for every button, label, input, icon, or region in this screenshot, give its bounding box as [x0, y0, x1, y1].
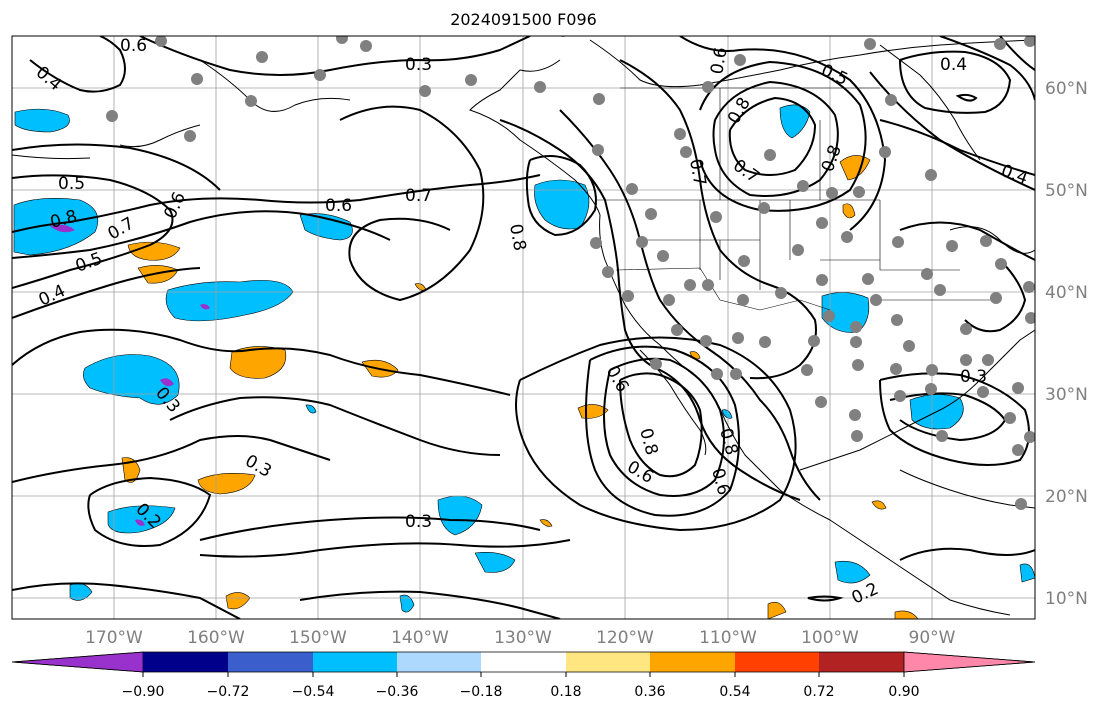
contour-label: 0.3 [960, 367, 987, 387]
lon-label: 170°W [85, 628, 143, 648]
colorbar-tick-label: −0.18 [460, 684, 503, 700]
lon-label: 150°W [289, 628, 347, 648]
latitude-labels: 60°N 50°N 40°N 30°N 20°N 10°N [1045, 79, 1088, 609]
lon-label: 110°W [699, 628, 757, 648]
colorbar-segment [313, 652, 397, 672]
colorbar: −0.90 −0.72 −0.54 −0.36 −0.18 0.18 0.36 … [11, 651, 1036, 700]
colorbar-tick-label: −0.36 [376, 684, 419, 700]
colorbar-tick-label: −0.72 [207, 684, 250, 700]
colorbar-segment [735, 652, 819, 672]
contour-label: 0.7 [405, 186, 432, 206]
lat-label: 50°N [1045, 181, 1088, 201]
contour-label: 0.6 [120, 36, 147, 56]
lon-label: 160°W [187, 628, 245, 648]
colorbar-tick-label: 0.18 [550, 684, 581, 700]
lat-label: 30°N [1045, 385, 1088, 405]
contour-label: 0.6 [325, 196, 352, 216]
colorbar-tick-label: 0.36 [634, 684, 665, 700]
lat-label: 20°N [1045, 487, 1088, 507]
colorbar-segment [228, 652, 313, 672]
colorbar-segment [143, 652, 228, 672]
lat-label: 10°N [1045, 589, 1088, 609]
colorbar-segment [650, 652, 735, 672]
lon-label: 90°W [909, 628, 956, 648]
contour-label: 0.8 [505, 222, 529, 252]
lon-label: 100°W [801, 628, 859, 648]
colorbar-segment [481, 652, 566, 672]
contour-label: 0.4 [940, 55, 967, 75]
longitude-labels: 170°W 160°W 150°W 140°W 130°W 120°W 110°… [85, 628, 956, 648]
contour-label: 0.6 [707, 46, 731, 76]
colorbar-tick-label: −0.90 [122, 684, 165, 700]
lon-label: 140°W [391, 628, 449, 648]
colorbar-tick-label: 0.54 [719, 684, 750, 700]
lon-label: 130°W [494, 628, 552, 648]
coastlines [12, 39, 1035, 616]
colorbar-tick-label: 0.90 [888, 684, 919, 700]
contour-label: 0.3 [405, 512, 432, 532]
colorbar-segment [819, 652, 904, 672]
contour-label: 0.5 [58, 174, 85, 194]
contour-label: 0.7 [685, 157, 709, 187]
chart-title: 2024091500 F096 [450, 10, 597, 29]
colorbar-tick-label: −0.54 [292, 684, 335, 700]
lat-label: 40°N [1045, 283, 1088, 303]
contour-lines [12, 36, 1035, 619]
colorbar-tick-label: 0.72 [803, 684, 834, 700]
colorbar-segment [566, 652, 650, 672]
colorbar-segment [11, 651, 144, 673]
shaded-regions [13, 104, 1035, 619]
colorbar-segment [397, 652, 481, 672]
station-dots [106, 36, 1035, 510]
contour-label: 0.3 [405, 55, 432, 75]
lon-label: 120°W [596, 628, 654, 648]
colorbar-segment [903, 651, 1036, 673]
map-area [12, 36, 1035, 619]
lat-label: 60°N [1045, 79, 1088, 99]
map-frame [11, 35, 1036, 620]
